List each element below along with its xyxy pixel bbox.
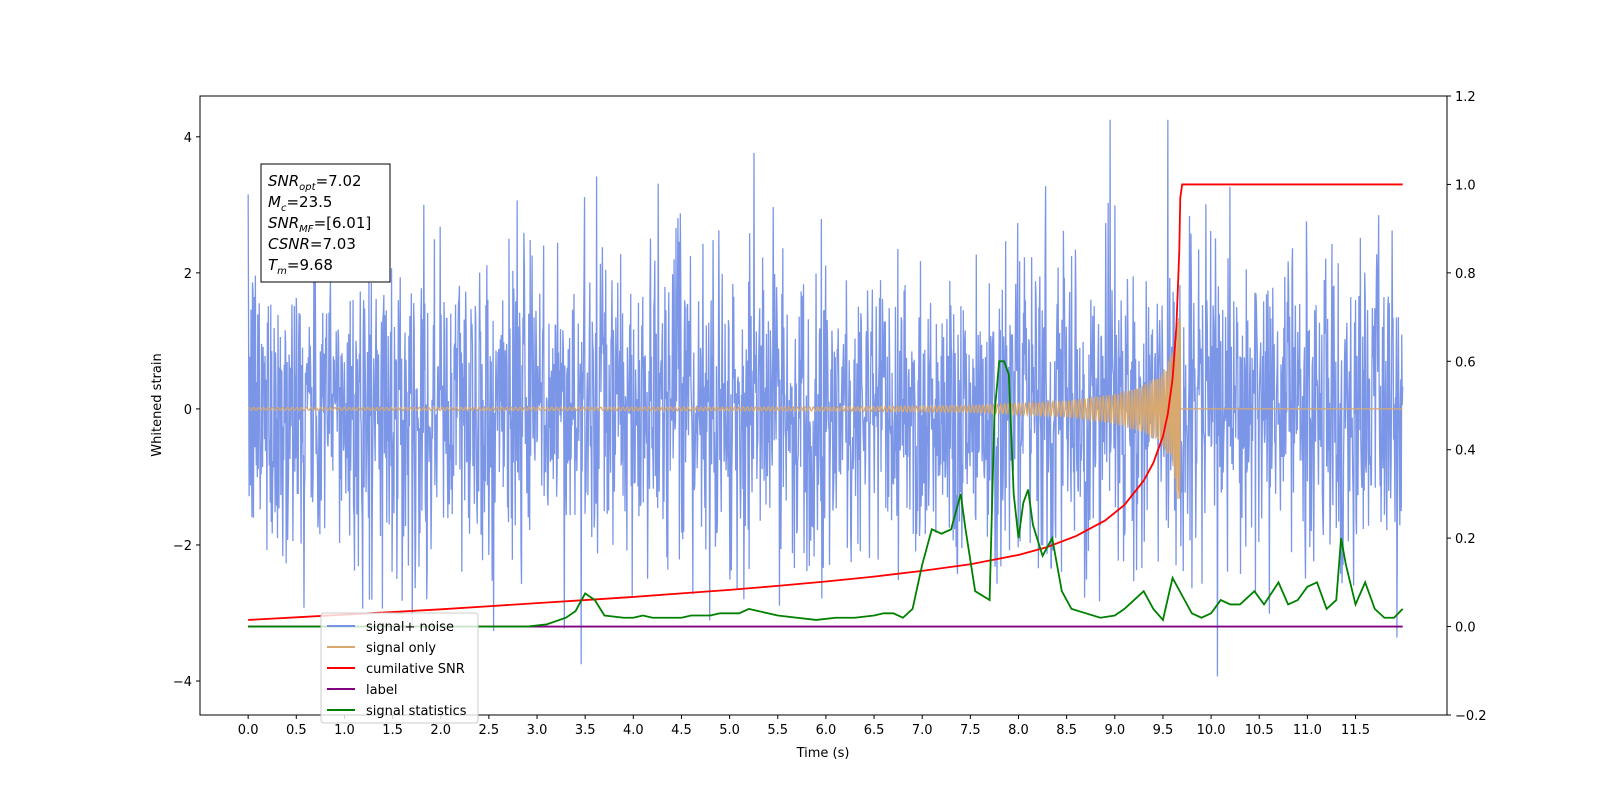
plot-frame	[199, 95, 1448, 716]
x-axis: 0.0 0.5 1.0 1.5 2.0 2.5 3.0 3.5 4.0 4.5 5.0 5.5 6.0 6…	[238, 715, 1370, 738]
x-tick-label: 7.0	[912, 723, 933, 738]
y-axis-right: −0.2 0.0 0.2 0.4 0.6 0.8 1.0 1.2	[1447, 90, 1487, 724]
legend-label-signal-only: signal only	[366, 641, 436, 656]
annotation-line: Mc=23.5	[268, 193, 332, 214]
x-axis-title: Time (s)	[796, 746, 850, 761]
annotation-line: Tm=9.68	[268, 256, 333, 277]
x-tick-label: 5.5	[767, 723, 788, 738]
x-tick-label: 5.0	[719, 723, 740, 738]
x-tick-label: 11.5	[1341, 723, 1370, 738]
x-tick-label: 9.0	[1104, 723, 1125, 738]
x-tick-label: 1.5	[382, 723, 403, 738]
y-right-tick-label: 0.4	[1455, 444, 1476, 459]
x-tick-label: 11.0	[1293, 723, 1322, 738]
legend-label-signal-statistics: signal statistics	[366, 704, 467, 719]
x-tick-label: 2.5	[479, 723, 500, 738]
x-tick-label: 2.0	[430, 723, 451, 738]
series-signal-statistics	[248, 360, 1404, 628]
y-right-tick-label: −0.2	[1455, 709, 1487, 724]
y-right-tick-label: 1.2	[1455, 90, 1476, 105]
y-right-tick-label: 1.0	[1455, 178, 1476, 193]
annotation-line: SNRopt=7.02	[268, 172, 362, 193]
x-tick-label: 6.5	[864, 723, 885, 738]
series-signal-only	[247, 318, 1403, 499]
y-left-tick-label: −4	[173, 675, 192, 690]
x-tick-label: 4.5	[671, 723, 692, 738]
x-tick-label: 3.5	[575, 723, 596, 738]
x-tick-label: 0.0	[238, 723, 259, 738]
y-right-tick-label: 0.8	[1455, 267, 1476, 282]
series-signal-noise	[247, 119, 1404, 677]
y-left-tick-label: 4	[184, 131, 192, 146]
x-tick-label: 0.5	[286, 723, 307, 738]
legend-label-label: label	[366, 683, 397, 698]
x-tick-label: 10.0	[1197, 723, 1226, 738]
legend-frame	[320, 612, 479, 724]
x-tick-label: 1.0	[334, 723, 355, 738]
x-tick-label: 8.5	[1056, 723, 1077, 738]
y-right-tick-label: 0.2	[1455, 532, 1476, 547]
y-axis-left: −4 −2 0 2 4	[173, 131, 200, 690]
annotation-line: CSNR=7.03	[268, 235, 356, 253]
x-tick-label: 10.5	[1245, 723, 1274, 738]
x-tick-label: 6.0	[816, 723, 837, 738]
x-tick-label: 8.0	[1008, 723, 1029, 738]
y-left-tick-label: 0	[184, 403, 192, 418]
annotation-frame	[260, 163, 391, 283]
x-tick-label: 4.0	[623, 723, 644, 738]
y-right-tick-label: 0.0	[1455, 621, 1476, 636]
legend-label-cumilative-snr: cumilative SNR	[366, 662, 465, 677]
x-tick-label: 7.5	[960, 723, 981, 738]
x-tick-label: 3.0	[527, 723, 548, 738]
y-axis-title-left: Whitened strain	[150, 353, 165, 456]
x-tick-label: 9.5	[1153, 723, 1174, 738]
y-left-tick-label: −2	[173, 539, 192, 554]
legend: signal+ noise signal only cumilative SNR la…	[320, 612, 479, 724]
y-right-tick-label: 0.6	[1455, 355, 1476, 370]
y-left-tick-label: 2	[184, 267, 192, 282]
annotation-line: SNRMF=[6.01]	[268, 214, 371, 235]
legend-label-signal-noise: signal+ noise	[366, 620, 454, 635]
